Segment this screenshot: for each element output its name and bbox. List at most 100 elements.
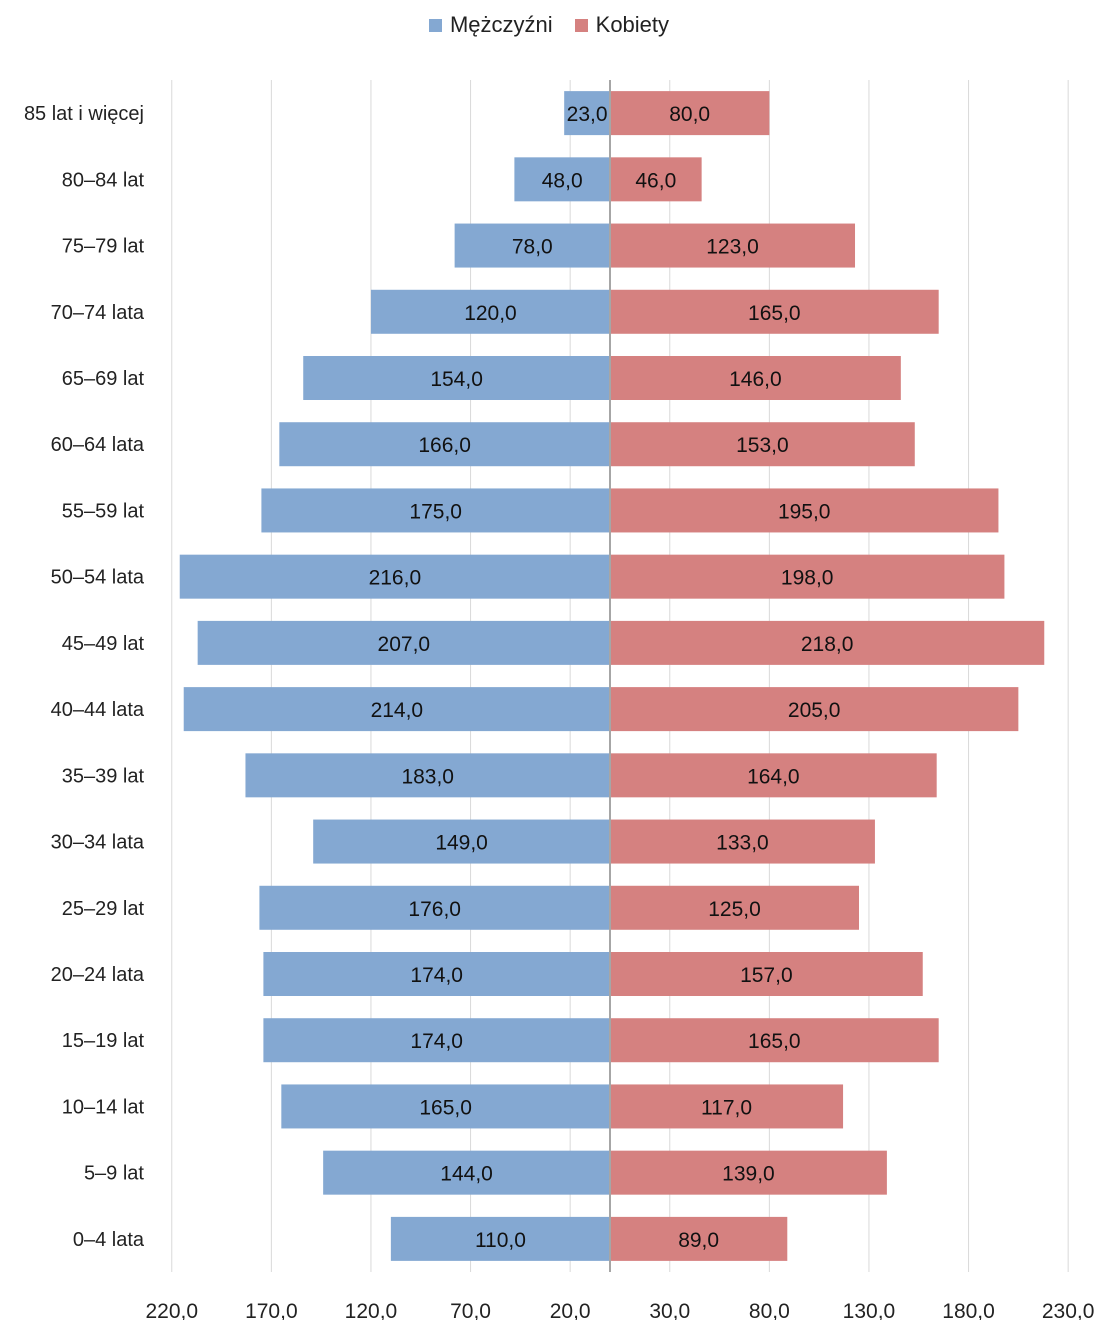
category-label: 10–14 lat (62, 1096, 145, 1118)
data-label-women: 117,0 (701, 1096, 752, 1119)
data-label-men: 207,0 (378, 633, 431, 656)
data-label-men: 149,0 (435, 832, 488, 855)
category-label: 85 lat i więcej (24, 103, 144, 125)
bar-women (610, 223, 856, 268)
category-label: 80–84 lat (62, 169, 145, 191)
data-label-women: 195,0 (778, 500, 831, 523)
bar-women (610, 885, 859, 930)
data-label-women: 46,0 (635, 169, 676, 192)
bar-women (610, 1018, 939, 1063)
legend-label-women: Kobiety (595, 12, 670, 37)
data-label-women: 80,0 (669, 103, 710, 126)
data-label-men: 174,0 (410, 964, 463, 987)
x-tick-label: 120,0 (345, 1300, 398, 1320)
data-label-women: 165,0 (748, 1030, 801, 1053)
bar-women (610, 554, 1005, 599)
bar-men (259, 885, 610, 930)
data-label-men: 176,0 (408, 898, 461, 921)
data-label-women: 89,0 (678, 1229, 719, 1252)
data-label-women: 218,0 (801, 633, 854, 656)
x-tick-label: 130,0 (843, 1300, 896, 1320)
data-label-men: 175,0 (409, 500, 462, 523)
bar-men (313, 819, 610, 864)
data-label-men: 216,0 (369, 567, 422, 590)
category-label: 70–74 lata (51, 302, 145, 324)
data-label-men: 183,0 (401, 765, 454, 788)
data-label-men: 214,0 (371, 699, 424, 722)
data-label-men: 174,0 (410, 1030, 463, 1053)
bar-women (610, 289, 939, 334)
data-label-women: 123,0 (706, 236, 759, 259)
bar-men (263, 1018, 610, 1063)
legend-swatch-women (574, 18, 588, 32)
bar-women (610, 819, 875, 864)
data-label-women: 153,0 (736, 434, 789, 457)
category-label: 0–4 lata (73, 1229, 145, 1251)
x-tick-label: 220,0 (145, 1300, 198, 1320)
data-label-women: 205,0 (788, 699, 841, 722)
bar-men (303, 356, 610, 400)
bar-women (610, 488, 999, 533)
data-label-women: 157,0 (740, 964, 793, 987)
bar-women (610, 1216, 788, 1261)
bar-women (610, 91, 770, 136)
data-label-women: 164,0 (747, 765, 800, 788)
category-label: 45–49 lat (62, 633, 145, 655)
data-label-men: 110,0 (475, 1229, 526, 1252)
data-label-men: 144,0 (440, 1163, 493, 1186)
bar-women (610, 157, 702, 202)
category-label: 75–79 lat (62, 236, 145, 258)
category-label: 40–44 lata (51, 699, 145, 721)
bar-men (183, 687, 610, 732)
bar-men (179, 554, 610, 599)
bar-men (370, 289, 610, 334)
bar-women (610, 753, 937, 798)
bar-women (610, 1150, 887, 1195)
legend: Mężczyźni Kobiety (0, 12, 1098, 38)
category-label: 50–54 lata (51, 567, 145, 589)
x-tick-label: 80,0 (749, 1300, 790, 1320)
bar-men (263, 952, 610, 996)
category-label: 65–69 lat (62, 368, 145, 390)
data-label-men: 166,0 (418, 434, 471, 457)
legend-item-men: Mężczyźni (428, 12, 553, 38)
x-tick-label: 180,0 (942, 1300, 995, 1320)
bar-men (323, 1150, 610, 1195)
bar-men (514, 157, 610, 202)
data-label-women: 165,0 (748, 302, 801, 325)
legend-swatch-men (428, 18, 442, 32)
bar-women (610, 1084, 844, 1129)
category-label: 5–9 lat (84, 1163, 144, 1185)
x-tick-label: 20,0 (550, 1300, 591, 1320)
bar-women (610, 620, 1045, 665)
category-label: 60–64 lata (51, 434, 145, 456)
data-label-men: 165,0 (419, 1096, 472, 1119)
bar-men (454, 223, 610, 268)
data-label-men: 120,0 (464, 302, 517, 325)
data-label-men: 48,0 (542, 169, 583, 192)
category-label: 25–29 lat (62, 898, 145, 920)
bar-men (279, 422, 610, 467)
data-label-men: 154,0 (430, 368, 483, 391)
bar-women (610, 952, 923, 996)
bar-women (610, 356, 901, 400)
data-label-women: 198,0 (781, 567, 834, 590)
category-label: 15–19 lat (62, 1030, 145, 1052)
x-tick-label: 230,0 (1042, 1300, 1095, 1320)
data-label-women: 139,0 (722, 1163, 775, 1186)
bar-women (610, 422, 915, 467)
category-label: 30–34 lata (51, 832, 145, 854)
bar-men (281, 1084, 610, 1129)
x-tick-label: 30,0 (649, 1300, 690, 1320)
data-label-women: 125,0 (708, 898, 761, 921)
data-label-men: 78,0 (512, 236, 553, 259)
category-label: 35–39 lat (62, 765, 145, 787)
data-label-women: 146,0 (729, 368, 782, 391)
bar-women (610, 687, 1019, 732)
bar-men (390, 1216, 610, 1261)
bar-men (261, 488, 610, 533)
x-tick-label: 170,0 (245, 1300, 298, 1320)
data-label-men: 23,0 (567, 103, 608, 126)
legend-label-men: Mężczyźni (449, 12, 553, 37)
